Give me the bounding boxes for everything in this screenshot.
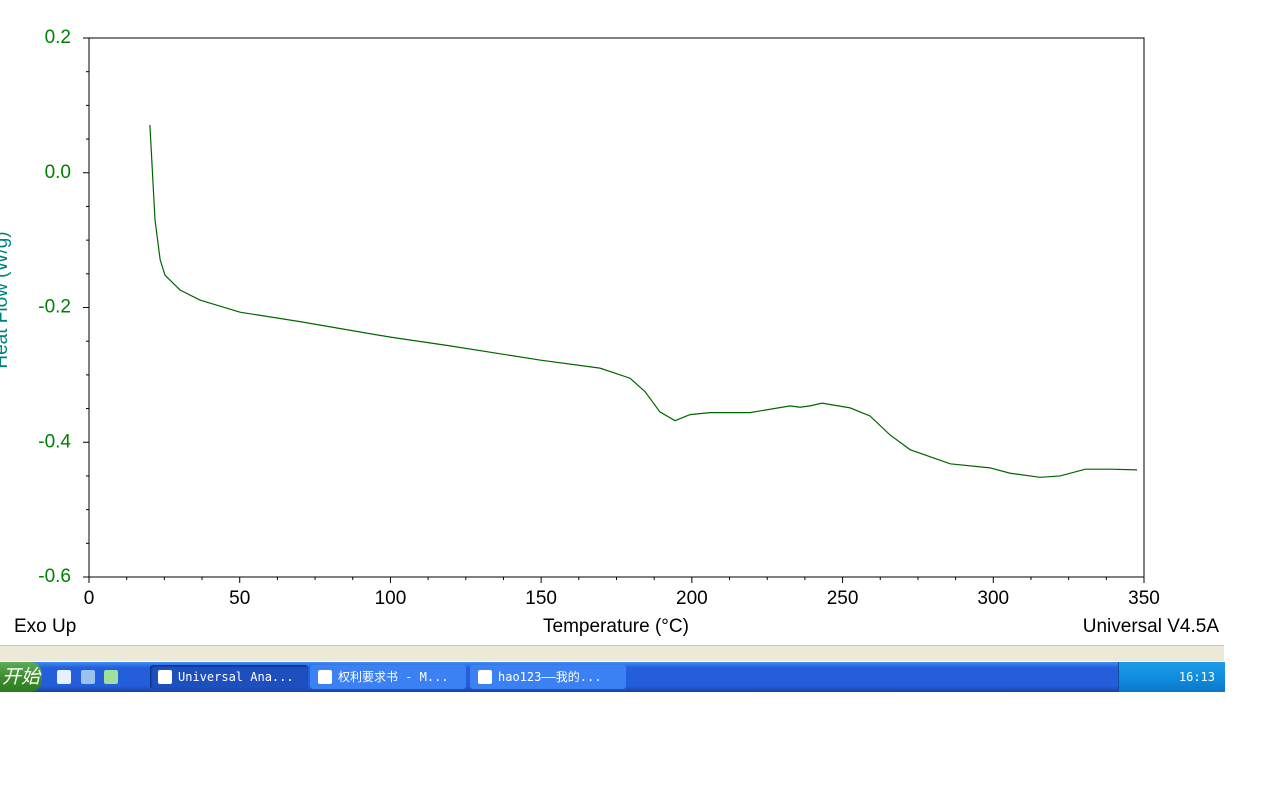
x-axis-label: Temperature (°C) xyxy=(543,616,689,637)
status-strip xyxy=(0,645,1224,661)
task-button[interactable]: hao123——我的... xyxy=(470,665,626,689)
chart: Heat Flow (W/g) Temperature (°C) Exo Up … xyxy=(0,27,1220,637)
y-tick-label: 0.2 xyxy=(45,27,71,48)
clock: 16:13 xyxy=(1178,670,1215,684)
taskbar: 开始 Universal Ana... 权利要求书 - M... hao123—… xyxy=(0,662,1225,692)
annotation: Universal V4.5A xyxy=(1083,616,1220,637)
x-tick-label: 350 xyxy=(1128,588,1160,609)
quick-launch-icon[interactable] xyxy=(57,670,71,684)
task-button[interactable]: Universal Ana... xyxy=(150,665,308,689)
quick-launch-icon[interactable] xyxy=(81,670,95,684)
plot-frame xyxy=(88,37,1145,578)
x-tick-label: 150 xyxy=(525,588,557,609)
y-axis-label: Heat Flow (W/g) xyxy=(0,231,12,368)
x-tick-label: 100 xyxy=(375,588,407,609)
x-tick-label: 300 xyxy=(977,588,1009,609)
annotation: Exo Up xyxy=(14,616,76,637)
y-tick-label: 0.0 xyxy=(45,162,71,183)
quick-launch-icon[interactable] xyxy=(104,670,118,684)
task-label: hao123——我的... xyxy=(498,670,602,684)
y-tick-label: -0.2 xyxy=(38,297,71,318)
x-tick-label: 200 xyxy=(676,588,708,609)
x-tick-label: 50 xyxy=(229,588,250,609)
task-label: 权利要求书 - M... xyxy=(338,670,449,684)
data-line xyxy=(149,124,1138,478)
task-button[interactable]: 权利要求书 - M... xyxy=(310,665,466,689)
x-tick-label: 0 xyxy=(84,588,95,609)
y-tick-label: -0.4 xyxy=(38,431,71,452)
system-tray: 16:13 xyxy=(1118,662,1225,692)
start-button[interactable]: 开始 xyxy=(0,662,42,692)
y-tick-label: -0.6 xyxy=(38,566,71,587)
x-tick-label: 250 xyxy=(827,588,859,609)
task-label: Universal Ana... xyxy=(178,670,294,684)
